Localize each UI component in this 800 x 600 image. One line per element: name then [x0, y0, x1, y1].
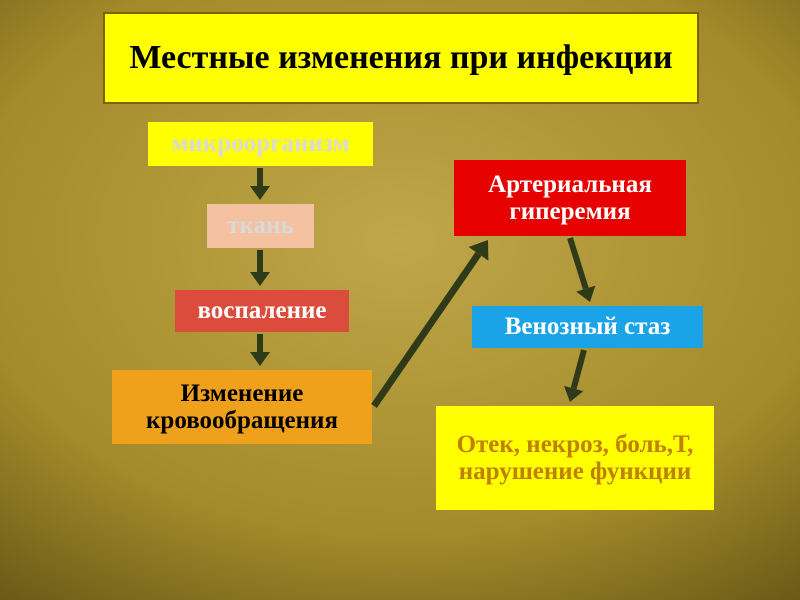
node-arterial: Артериальная гиперемия	[454, 160, 686, 236]
title-box: Местные изменения при инфекции	[103, 12, 699, 104]
node-circulation: Изменение кровообращения	[112, 370, 372, 444]
title-text: Местные изменения при инфекции	[129, 39, 672, 76]
node-edema-label: Отек, некроз, боль,Т, нарушение функции	[444, 431, 706, 486]
node-tissue: ткань	[207, 204, 314, 248]
arrow-a4-head	[469, 240, 489, 261]
arrow-a6-head	[564, 386, 583, 402]
arrow-a2-head	[250, 272, 270, 286]
arrow-a1-head	[250, 186, 270, 200]
node-microorganism-label: микроорганизм	[171, 130, 349, 158]
arrow-a3-head	[250, 352, 270, 366]
arrow-a6-shaft	[574, 350, 584, 388]
node-tissue-label: ткань	[227, 212, 293, 240]
node-inflammation: воспаление	[175, 290, 349, 332]
node-microorganism: микроорганизм	[148, 122, 373, 166]
slide: Местные изменения при инфекции микроорга…	[0, 0, 800, 600]
node-venous: Венозный стаз	[472, 306, 703, 348]
node-circulation-label: Изменение кровообращения	[120, 380, 364, 435]
node-edema: Отек, некроз, боль,Т, нарушение функции	[436, 406, 714, 510]
node-inflammation-label: воспаление	[197, 297, 326, 325]
arrow-a5-shaft	[570, 238, 586, 289]
arrow-a4-shaft	[374, 254, 478, 406]
node-arterial-label: Артериальная гиперемия	[462, 171, 678, 226]
arrow-a5-head	[576, 286, 595, 302]
node-venous-label: Венозный стаз	[505, 313, 671, 341]
